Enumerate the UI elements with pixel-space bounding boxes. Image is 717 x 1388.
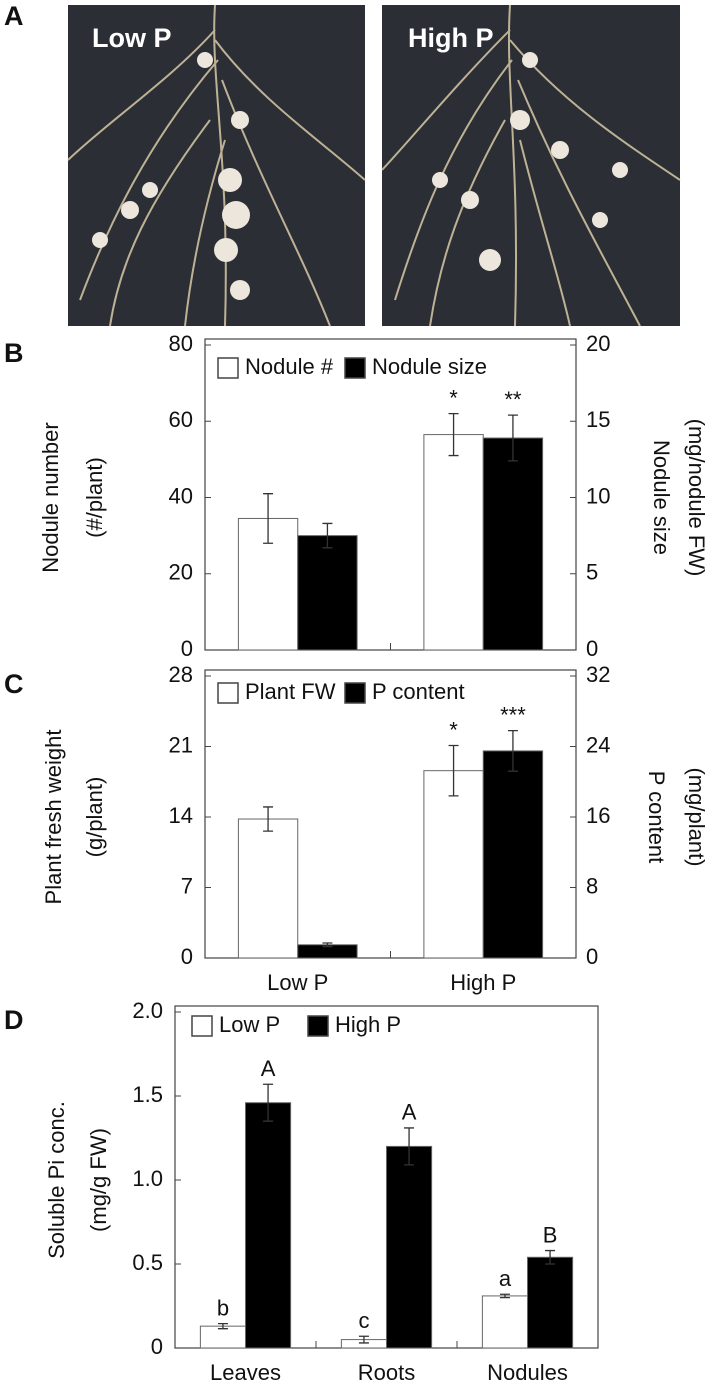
y2-axis-label: (mg/nodule FW)	[684, 419, 709, 577]
y2-axis-label: (mg/plant)	[684, 767, 709, 866]
y-tick-label: 0	[151, 1334, 163, 1359]
y-tick-label: 60	[169, 407, 193, 432]
y2-tick-label: 20	[586, 331, 610, 356]
y2-tick-label: 5	[586, 560, 598, 585]
legend-label: Nodule #	[245, 354, 334, 379]
x-tick-label: Low P	[267, 970, 328, 995]
error-bar	[263, 493, 274, 544]
bar	[297, 535, 358, 651]
y2-tick-label: 0	[586, 636, 598, 661]
y2-axis-label: Nodule size	[649, 440, 674, 555]
x-tick-label: Nodules	[487, 1360, 568, 1385]
error-bar	[358, 1335, 369, 1344]
bar	[423, 770, 484, 959]
x-tick-label: High P	[450, 970, 516, 995]
legend-swatch	[191, 1015, 213, 1037]
panel-label: B	[4, 338, 24, 368]
y-tick-label: 0.5	[132, 1250, 163, 1275]
y2-tick-label: 0	[586, 944, 598, 969]
y2-tick-label: 24	[586, 732, 610, 757]
photo-label: Low P	[92, 23, 172, 53]
y2-tick-label: 32	[586, 662, 610, 687]
y-tick-label: 7	[181, 873, 193, 898]
annotation: b	[217, 1295, 229, 1320]
annotation: c	[358, 1308, 369, 1333]
y-tick-label: 0	[181, 636, 193, 661]
panel-label: C	[4, 669, 24, 699]
bar	[527, 1256, 574, 1349]
legend-label: Nodule size	[372, 354, 487, 379]
y-tick-label: 20	[169, 560, 193, 585]
error-bar	[448, 412, 459, 457]
bar	[199, 1325, 247, 1349]
x-tick-label: Leaves	[210, 1360, 281, 1385]
annotation: **	[504, 387, 522, 412]
annotation: A	[261, 1056, 276, 1081]
legend-label: Low P	[219, 1012, 280, 1037]
error-bar	[507, 414, 518, 462]
y-tick-label: 21	[169, 732, 193, 757]
y2-tick-label: 16	[586, 803, 610, 828]
error-bar	[545, 1249, 556, 1265]
y2-tick-label: 8	[586, 873, 598, 898]
y-axis-label: (mg/g FW)	[86, 1128, 111, 1232]
nodules	[92, 52, 628, 300]
y-tick-label: 80	[169, 331, 193, 356]
y-tick-label: 1.0	[132, 1166, 163, 1191]
y-axis-label: (g/plant)	[82, 777, 107, 858]
legend-label: P content	[372, 679, 465, 704]
legend-swatch	[344, 682, 366, 704]
legend-label: Plant FW	[245, 679, 336, 704]
y-axis-label: Plant fresh weight	[41, 730, 66, 905]
y-tick-label: 0	[181, 944, 193, 969]
annotation: *	[449, 717, 458, 742]
error-bar	[448, 744, 459, 797]
bar	[237, 818, 299, 959]
photo-label: High P	[408, 23, 494, 53]
error-bar	[404, 1127, 415, 1166]
error-bar	[322, 942, 333, 948]
error-bar	[263, 1083, 274, 1122]
bar	[386, 1145, 433, 1349]
panel-label: A	[4, 1, 24, 31]
y-axis-label: Nodule number	[38, 422, 63, 572]
legend-swatch	[344, 357, 366, 379]
y-tick-label: 14	[169, 803, 193, 828]
y-tick-label: 40	[169, 483, 193, 508]
legend-swatch	[307, 1015, 329, 1037]
y2-axis-label: P content	[644, 771, 669, 864]
annotation: A	[402, 1100, 417, 1125]
error-bar	[217, 1322, 228, 1330]
bar	[423, 434, 484, 651]
bar	[481, 1295, 529, 1349]
y-tick-label: 28	[169, 662, 193, 687]
annotation: *	[449, 385, 458, 410]
y-axis-label: (#/plant)	[82, 457, 107, 538]
bar	[245, 1102, 292, 1349]
panel-label: D	[4, 1005, 24, 1035]
annotation: ***	[500, 702, 526, 727]
legend-label: High P	[335, 1012, 401, 1037]
annotation: B	[543, 1222, 558, 1247]
x-tick-label: Roots	[358, 1360, 415, 1385]
annotation: a	[499, 1266, 512, 1291]
error-bar	[263, 806, 274, 832]
y2-tick-label: 10	[586, 483, 610, 508]
photo-panel: A Low P High P	[4, 1, 681, 327]
y-axis-label: Soluble Pi conc.	[44, 1101, 69, 1259]
legend-swatch	[217, 357, 239, 379]
error-bar	[507, 729, 518, 772]
y-tick-label: 1.5	[132, 1082, 163, 1107]
y-tick-label: 2.0	[132, 998, 163, 1023]
legend-swatch	[217, 682, 239, 704]
bar	[482, 750, 544, 959]
y2-tick-label: 15	[586, 407, 610, 432]
bar	[482, 437, 544, 651]
error-bar	[322, 522, 333, 549]
error-bar	[499, 1293, 510, 1299]
